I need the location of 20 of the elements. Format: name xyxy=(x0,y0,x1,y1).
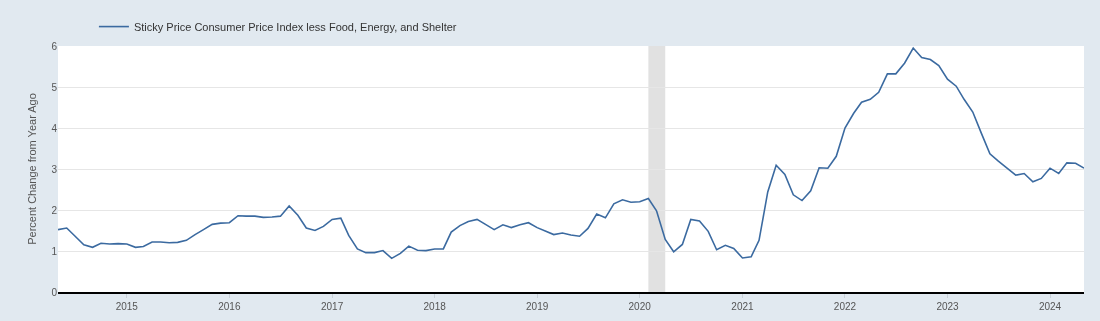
x-tick-label: 2023 xyxy=(936,301,960,312)
y-tick-label: 1 xyxy=(51,245,58,257)
legend-label: Sticky Price Consumer Price Index less Food, Energy, and Shelter xyxy=(133,20,457,33)
x-tick-label: 2024 xyxy=(1038,301,1062,312)
x-tick-label: 2018 xyxy=(423,301,447,312)
x-tick-label: 2017 xyxy=(320,301,344,312)
y-tick-label: 2 xyxy=(51,204,58,216)
line-series xyxy=(58,47,1084,260)
y-tick-label: 0 xyxy=(51,286,58,298)
x-tick-label: 2015 xyxy=(115,301,139,312)
y-axis-title: Percent Change from Year Ago xyxy=(26,93,39,245)
y-tick-label: 4 xyxy=(51,122,58,134)
y-tick-label: 6 xyxy=(51,40,58,52)
x-tick-label: 2022 xyxy=(833,301,857,312)
y-tick-label: 5 xyxy=(51,81,58,93)
x-tick-label: 2019 xyxy=(526,301,549,312)
x-tick-label: 2016 xyxy=(218,301,241,312)
y-tick-label: 3 xyxy=(51,163,58,175)
x-tick-label: 2021 xyxy=(731,301,755,312)
x-tick-label: 2020 xyxy=(628,301,652,312)
